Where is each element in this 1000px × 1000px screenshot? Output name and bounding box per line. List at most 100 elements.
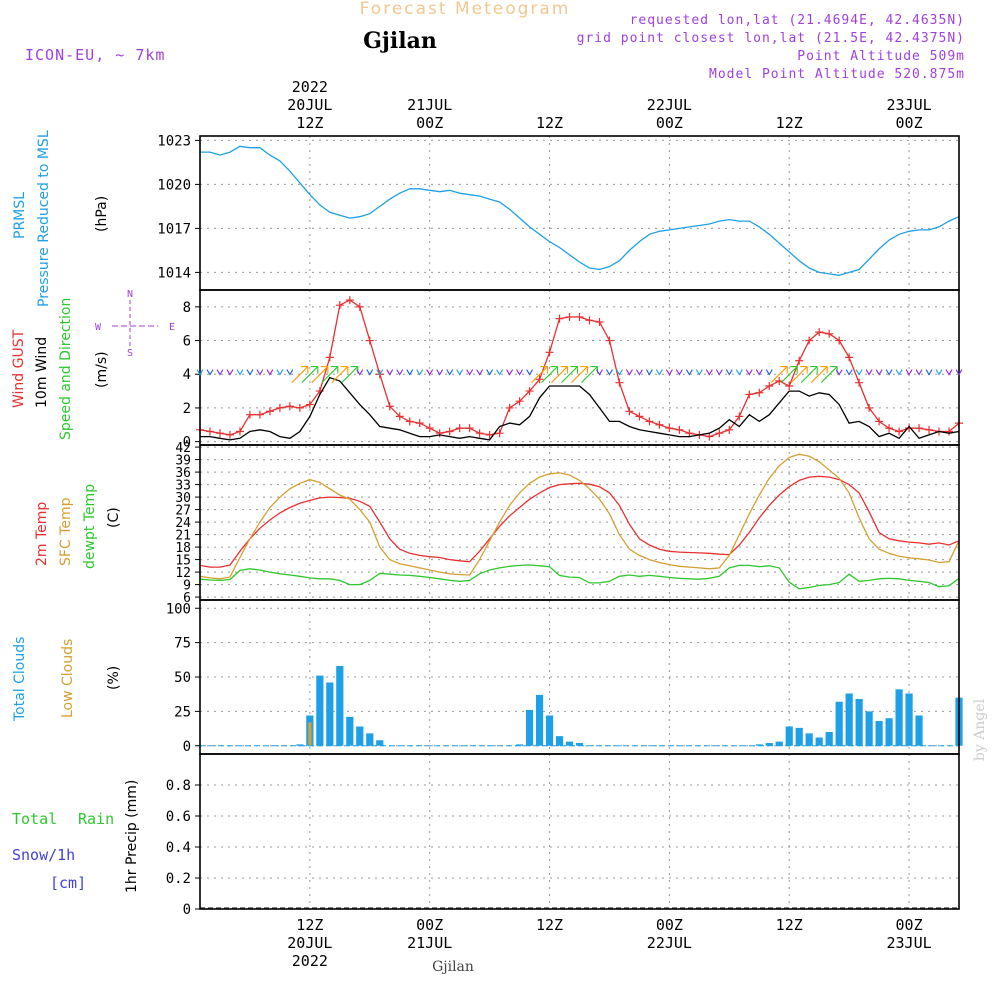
wind-arrow xyxy=(276,369,284,376)
total-cloud-bar xyxy=(855,699,863,746)
wind-arrow xyxy=(406,369,414,376)
gust-point xyxy=(485,430,494,439)
top-date-label: 21JUL xyxy=(407,96,452,114)
snow-label: Snow/1h xyxy=(12,846,75,864)
wind-arrow xyxy=(396,369,404,376)
y-tick-label: 4 xyxy=(183,367,191,383)
wind-arrow xyxy=(615,369,623,376)
panel-labels: PRMSL Pressure Reduced to MSL (hPa) Wind… xyxy=(11,130,175,893)
wind-arrow xyxy=(446,369,454,376)
wind-arrow xyxy=(286,369,294,376)
wind-arrow xyxy=(685,369,693,376)
y-tick-label: 100 xyxy=(166,601,191,617)
wind-arrow xyxy=(905,369,913,376)
wind-arrow xyxy=(301,366,319,383)
gridpoint-coords: grid point closest lon,lat (21.5E, 42.43… xyxy=(577,31,965,46)
top-hour-label: 00Z xyxy=(416,114,443,132)
bottom-hour-label: 12Z xyxy=(296,916,323,934)
point-altitude: Point Altitude 509m xyxy=(797,49,965,64)
wind-arrow xyxy=(755,369,763,376)
wind-arrow xyxy=(311,366,329,383)
wind-arrow xyxy=(206,369,214,376)
wind-arrow xyxy=(855,369,863,376)
gust-point xyxy=(475,429,484,438)
gust-point xyxy=(865,403,874,412)
y-tick-label: 1023 xyxy=(157,133,191,149)
wind-arrow xyxy=(256,369,264,376)
panel-2: 0 2 4 6 8 xyxy=(183,289,963,451)
gust-point xyxy=(255,410,264,419)
series-10m-wind xyxy=(200,376,960,441)
panel-4: 0 25 50 75 100 xyxy=(166,599,963,755)
gust-point xyxy=(675,425,684,434)
gust-point xyxy=(395,412,404,421)
gust-point xyxy=(215,429,224,438)
wind-arrow xyxy=(675,369,683,376)
y-tick-label: 18 xyxy=(175,541,191,556)
model-point-altitude: Model Point Altitude 520.875m xyxy=(709,67,965,82)
total-label: Total xyxy=(12,810,57,828)
compass-north: N xyxy=(127,289,133,300)
wind-arrow xyxy=(531,366,549,383)
wind-arrow xyxy=(655,369,663,376)
total-cloud-bar xyxy=(835,701,843,746)
gust-point xyxy=(285,402,294,411)
total-cloud-bar xyxy=(316,675,324,746)
y-tick-label: 0 xyxy=(183,902,191,918)
total-cloud-bar xyxy=(296,744,304,746)
wind-arrow xyxy=(386,369,394,376)
wind-arrow xyxy=(770,366,788,383)
wind-arrow xyxy=(376,369,384,376)
total-cloud-bar xyxy=(755,744,763,746)
gust-point xyxy=(685,429,694,438)
y-tick-label: 0.6 xyxy=(166,809,191,825)
gust-point xyxy=(445,427,454,436)
gust-point xyxy=(535,375,544,384)
total-cloud-bar xyxy=(535,694,544,746)
wind-arrow xyxy=(246,369,254,376)
gust-point xyxy=(785,382,794,391)
wind-arrow xyxy=(605,369,613,376)
chart-title: Forecast Meteogram xyxy=(360,0,571,19)
requested-coords: requested lon,lat (21.4694E, 42.4635N) xyxy=(630,13,965,28)
total-cloud-bar xyxy=(575,743,584,746)
wind-arrow xyxy=(875,369,883,376)
gust-point xyxy=(625,407,634,416)
total-cloud-bar xyxy=(545,715,554,746)
wind-arrow xyxy=(945,369,953,376)
gust-point xyxy=(205,427,214,436)
y-tick-label: 15 xyxy=(175,554,191,569)
y-tick-label: 1020 xyxy=(157,177,191,193)
series-sfc-temp xyxy=(199,453,960,580)
rain-label: Rain xyxy=(78,810,114,828)
series-2m-temp xyxy=(199,475,960,568)
wind-arrow xyxy=(486,369,494,376)
wind-arrow xyxy=(516,369,524,376)
gust-point xyxy=(825,329,834,338)
total-cloud-bar xyxy=(885,718,893,746)
watermark: by Angel xyxy=(972,698,988,761)
gust-point xyxy=(875,417,884,426)
precip-unit-label: 1hr Precip (mm) xyxy=(124,780,140,893)
wind-arrow xyxy=(526,369,534,376)
total-cloud-bar xyxy=(346,716,354,746)
wind-arrow xyxy=(625,369,633,376)
gust-point xyxy=(405,417,414,426)
gust-point xyxy=(835,336,844,345)
y-tick-label: 8 xyxy=(183,300,191,316)
wind-arrow xyxy=(506,369,514,376)
wind-arrow xyxy=(635,369,643,376)
prmsl-desc-label: Pressure Reduced to MSL xyxy=(36,130,52,307)
y-tick-label: 24 xyxy=(175,516,191,531)
gust-point xyxy=(245,410,254,419)
panel-5: 0 0.2 0.4 0.6 0.8 xyxy=(166,753,960,918)
gust-point xyxy=(515,397,524,406)
y-tick-label: 0.8 xyxy=(166,778,191,794)
gust-point xyxy=(305,400,314,409)
y-tick-label: 0 xyxy=(183,739,191,755)
panel-frame xyxy=(199,135,960,291)
wind-direction-barbs xyxy=(196,366,963,383)
